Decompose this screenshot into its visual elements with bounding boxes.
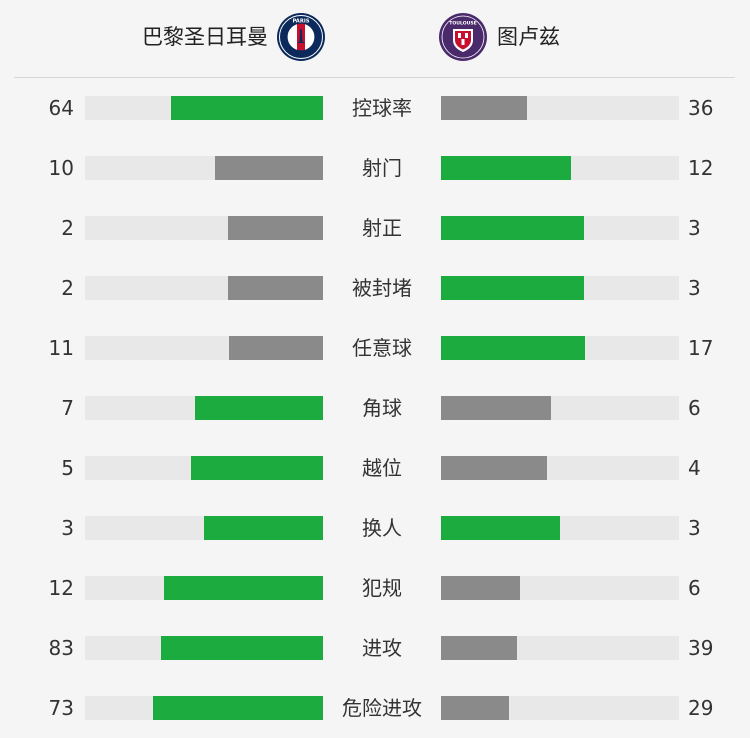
away-stat-fill (441, 336, 586, 360)
away-stat-fill (441, 96, 527, 120)
away-stat-fill (441, 576, 521, 600)
stat-row: 10 射门 12 (0, 138, 750, 198)
stat-row: 12 犯规 6 (0, 558, 750, 618)
home-stat-bar (85, 276, 323, 300)
away-stat-bar (441, 576, 679, 600)
home-stat-value: 73 (48, 696, 74, 720)
away-stat-bar (441, 156, 679, 180)
away-stat-value: 6 (688, 396, 701, 420)
away-stat-bar (441, 696, 679, 720)
away-stat-value: 39 (688, 636, 714, 660)
home-stat-value: 10 (48, 156, 74, 180)
away-stat-bar (441, 216, 679, 240)
away-stat-fill (441, 276, 584, 300)
away-stat-value: 17 (688, 336, 714, 360)
home-stat-fill (227, 216, 323, 240)
psg-logo-text: PARIS (292, 19, 309, 25)
home-stat-fill (194, 396, 323, 420)
away-stat-value: 4 (688, 456, 701, 480)
home-stat-bar (85, 636, 323, 660)
home-team-name[interactable]: 巴黎圣日耳曼 (142, 25, 268, 49)
home-stat-bar (85, 336, 323, 360)
home-stat-fill (214, 156, 323, 180)
away-stat-value: 3 (688, 216, 701, 240)
home-stat-fill (227, 276, 323, 300)
stat-label: 危险进攻 (342, 696, 422, 720)
away-stat-fill (441, 216, 584, 240)
stat-row: 11 任意球 17 (0, 318, 750, 378)
away-stat-fill (441, 156, 571, 180)
away-stat-value: 3 (688, 276, 701, 300)
home-stat-bar (85, 396, 323, 420)
stat-label: 射门 (362, 156, 402, 180)
stat-label: 被封堵 (352, 276, 412, 300)
stat-label: 犯规 (362, 576, 402, 600)
away-stat-value: 3 (688, 516, 701, 540)
home-stat-fill (164, 576, 323, 600)
away-stat-value: 12 (688, 156, 714, 180)
stat-label: 任意球 (352, 336, 412, 360)
stat-label: 换人 (362, 516, 402, 540)
stat-row: 73 危险进攻 29 (0, 678, 750, 738)
away-stat-value: 6 (688, 576, 701, 600)
home-stat-value: 2 (61, 276, 74, 300)
home-stat-value: 3 (61, 516, 74, 540)
away-stat-bar (441, 96, 679, 120)
home-stat-bar (85, 216, 323, 240)
away-stat-value: 36 (688, 96, 714, 120)
home-stat-fill (170, 96, 323, 120)
home-stat-value: 7 (61, 396, 74, 420)
home-stat-bar (85, 696, 323, 720)
stat-label: 角球 (362, 396, 402, 420)
home-stat-fill (204, 516, 323, 540)
psg-crest-icon[interactable]: PARIS (276, 12, 326, 62)
home-stat-value: 12 (48, 576, 74, 600)
home-stat-fill (190, 456, 323, 480)
away-stat-bar (441, 636, 679, 660)
away-stat-bar (441, 336, 679, 360)
home-stat-bar (85, 96, 323, 120)
away-stat-fill (441, 396, 551, 420)
away-stat-fill (441, 636, 518, 660)
home-stat-value: 64 (48, 96, 74, 120)
stat-label: 越位 (362, 456, 402, 480)
home-stat-bar (85, 516, 323, 540)
stat-row: 2 射正 3 (0, 198, 750, 258)
away-stat-bar (441, 456, 679, 480)
away-stat-bar (441, 516, 679, 540)
toulouse-crest-icon[interactable]: TOULOUSE (438, 12, 488, 62)
home-stat-bar (85, 456, 323, 480)
home-stat-value: 83 (48, 636, 74, 660)
away-stat-bar (441, 396, 679, 420)
away-stat-fill (441, 516, 560, 540)
header-divider (14, 77, 735, 78)
stat-label: 进攻 (362, 636, 402, 660)
away-stat-fill (441, 696, 509, 720)
stat-label: 射正 (362, 216, 402, 240)
match-header: 巴黎圣日耳曼 PARIS TOULOUSE 图卢兹 (0, 0, 750, 78)
home-stat-value: 11 (48, 336, 74, 360)
home-stat-fill (152, 696, 323, 720)
away-stat-value: 29 (688, 696, 714, 720)
away-stat-bar (441, 276, 679, 300)
stat-row: 83 进攻 39 (0, 618, 750, 678)
stat-row: 2 被封堵 3 (0, 258, 750, 318)
away-stat-fill (441, 456, 547, 480)
stat-row: 64 控球率 36 (0, 78, 750, 138)
stat-row: 7 角球 6 (0, 378, 750, 438)
away-team-name[interactable]: 图卢兹 (497, 25, 560, 49)
stat-row: 3 换人 3 (0, 498, 750, 558)
stat-row: 5 越位 4 (0, 438, 750, 498)
home-stat-bar (85, 156, 323, 180)
home-stat-bar (85, 576, 323, 600)
home-stat-fill (229, 336, 323, 360)
stat-label: 控球率 (352, 96, 412, 120)
home-stat-value: 2 (61, 216, 74, 240)
toulouse-logo-text: TOULOUSE (449, 21, 477, 27)
home-stat-fill (161, 636, 323, 660)
home-stat-value: 5 (61, 456, 74, 480)
